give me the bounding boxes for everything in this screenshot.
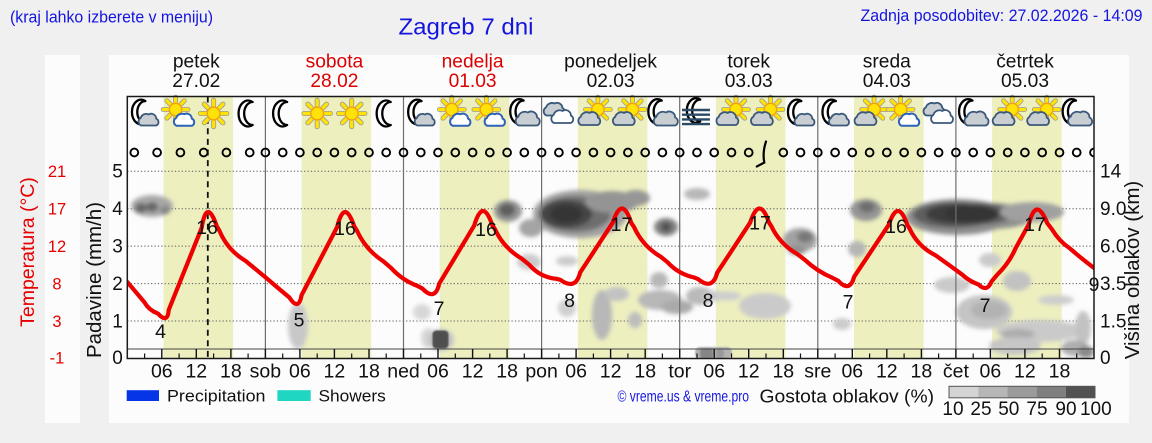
svg-text:Zagreb 7 dni: Zagreb 7 dni [399, 14, 534, 40]
svg-text:16: 16 [196, 217, 218, 239]
svg-text:21: 21 [48, 163, 66, 181]
svg-text:12: 12 [1014, 361, 1036, 383]
svg-text:06: 06 [289, 361, 311, 383]
svg-text:14: 14 [1100, 162, 1122, 183]
svg-text:tor: tor [668, 361, 691, 383]
svg-text:06: 06 [703, 361, 725, 383]
svg-text:75: 75 [1026, 399, 1047, 420]
svg-text:10: 10 [942, 399, 963, 420]
svg-text:1: 1 [112, 312, 123, 333]
svg-text:Temperatura (°C): Temperatura (°C) [17, 177, 39, 327]
svg-text:27.02: 27.02 [172, 71, 220, 92]
svg-text:4: 4 [155, 321, 166, 343]
svg-text:7: 7 [843, 292, 854, 314]
svg-text:02.03: 02.03 [587, 71, 635, 92]
svg-text:05.03: 05.03 [1001, 71, 1049, 92]
svg-text:Precipitation: Precipitation [167, 387, 266, 406]
svg-text:torek: torek [727, 51, 770, 72]
svg-text:nedelja: nedelja [442, 51, 504, 72]
svg-text:18: 18 [220, 361, 242, 383]
svg-text:06: 06 [565, 361, 587, 383]
svg-text:18: 18 [496, 361, 518, 383]
svg-text:18: 18 [634, 361, 656, 383]
svg-text:3: 3 [112, 237, 123, 258]
svg-text:12: 12 [48, 238, 66, 256]
svg-text:6.0: 6.0 [1100, 237, 1126, 258]
svg-text:12: 12 [876, 361, 898, 383]
svg-text:06: 06 [427, 361, 449, 383]
svg-text:17: 17 [48, 201, 66, 219]
svg-text:8: 8 [703, 290, 714, 312]
svg-text:8: 8 [52, 276, 61, 294]
svg-text:8: 8 [564, 290, 575, 312]
svg-text:12: 12 [185, 361, 207, 383]
svg-text:16: 16 [475, 219, 497, 241]
svg-text:sobota: sobota [306, 51, 364, 72]
svg-text:pon: pon [525, 361, 558, 383]
svg-text:-1: -1 [50, 350, 65, 368]
svg-text:sreda: sreda [863, 51, 911, 72]
svg-text:ned: ned [387, 361, 420, 383]
svg-text:čet: čet [943, 361, 970, 383]
svg-text:06: 06 [151, 361, 173, 383]
svg-text:Višina oblakov (km): Višina oblakov (km) [1121, 181, 1144, 360]
svg-text:18: 18 [772, 361, 794, 383]
svg-text:12: 12 [738, 361, 760, 383]
svg-text:4: 4 [112, 199, 123, 220]
svg-text:7: 7 [980, 295, 991, 317]
svg-text:2: 2 [112, 274, 123, 295]
svg-text:25: 25 [970, 399, 991, 420]
svg-text:12: 12 [600, 361, 622, 383]
svg-text:9.0: 9.0 [1100, 199, 1126, 220]
svg-text:28.02: 28.02 [310, 71, 358, 92]
svg-text:12: 12 [462, 361, 484, 383]
svg-text:četrtek: četrtek [996, 51, 1054, 72]
svg-text:Showers: Showers [319, 387, 386, 406]
svg-text:0: 0 [112, 348, 123, 369]
svg-text:50: 50 [998, 399, 1019, 420]
svg-text:18: 18 [911, 361, 933, 383]
svg-text:03.03: 03.03 [725, 71, 773, 92]
svg-text:17: 17 [749, 213, 771, 235]
svg-text:7: 7 [434, 298, 445, 320]
svg-text:17: 17 [611, 214, 633, 236]
svg-text:petek: petek [173, 51, 220, 72]
svg-text:sre: sre [804, 361, 831, 383]
svg-text:1.5: 1.5 [1100, 312, 1126, 333]
svg-text:90: 90 [1055, 399, 1076, 420]
svg-text:sob: sob [250, 361, 282, 383]
svg-text:12: 12 [324, 361, 346, 383]
svg-text:17: 17 [1024, 214, 1046, 236]
svg-text:5: 5 [294, 310, 305, 332]
svg-text:5: 5 [112, 162, 123, 183]
svg-text:3.5: 3.5 [1100, 274, 1126, 295]
svg-text:© vreme.us & vreme.pro: © vreme.us & vreme.pro [618, 389, 750, 406]
svg-text:3: 3 [52, 313, 61, 331]
svg-text:ponedeljek: ponedeljek [564, 51, 657, 72]
svg-text:16: 16 [334, 218, 356, 240]
svg-text:18: 18 [1049, 361, 1071, 383]
svg-text:Padavine (mm/h): Padavine (mm/h) [83, 202, 106, 358]
svg-text:(kraj lahko izberete v meniju): (kraj lahko izberete v meniju) [10, 9, 213, 27]
svg-text:18: 18 [358, 361, 380, 383]
svg-text:Gostota oblakov (%): Gostota oblakov (%) [760, 386, 935, 407]
svg-text:01.03: 01.03 [449, 71, 497, 92]
svg-text:0: 0 [1100, 348, 1111, 369]
svg-text:Zadnja posodobitev: 27.02.2026: Zadnja posodobitev: 27.02.2026 - 14:09 [861, 7, 1143, 25]
svg-text:16: 16 [885, 216, 907, 238]
svg-text:04.03: 04.03 [863, 71, 911, 92]
svg-text:100: 100 [1080, 399, 1112, 420]
svg-text:06: 06 [980, 361, 1002, 383]
svg-text:06: 06 [841, 361, 863, 383]
